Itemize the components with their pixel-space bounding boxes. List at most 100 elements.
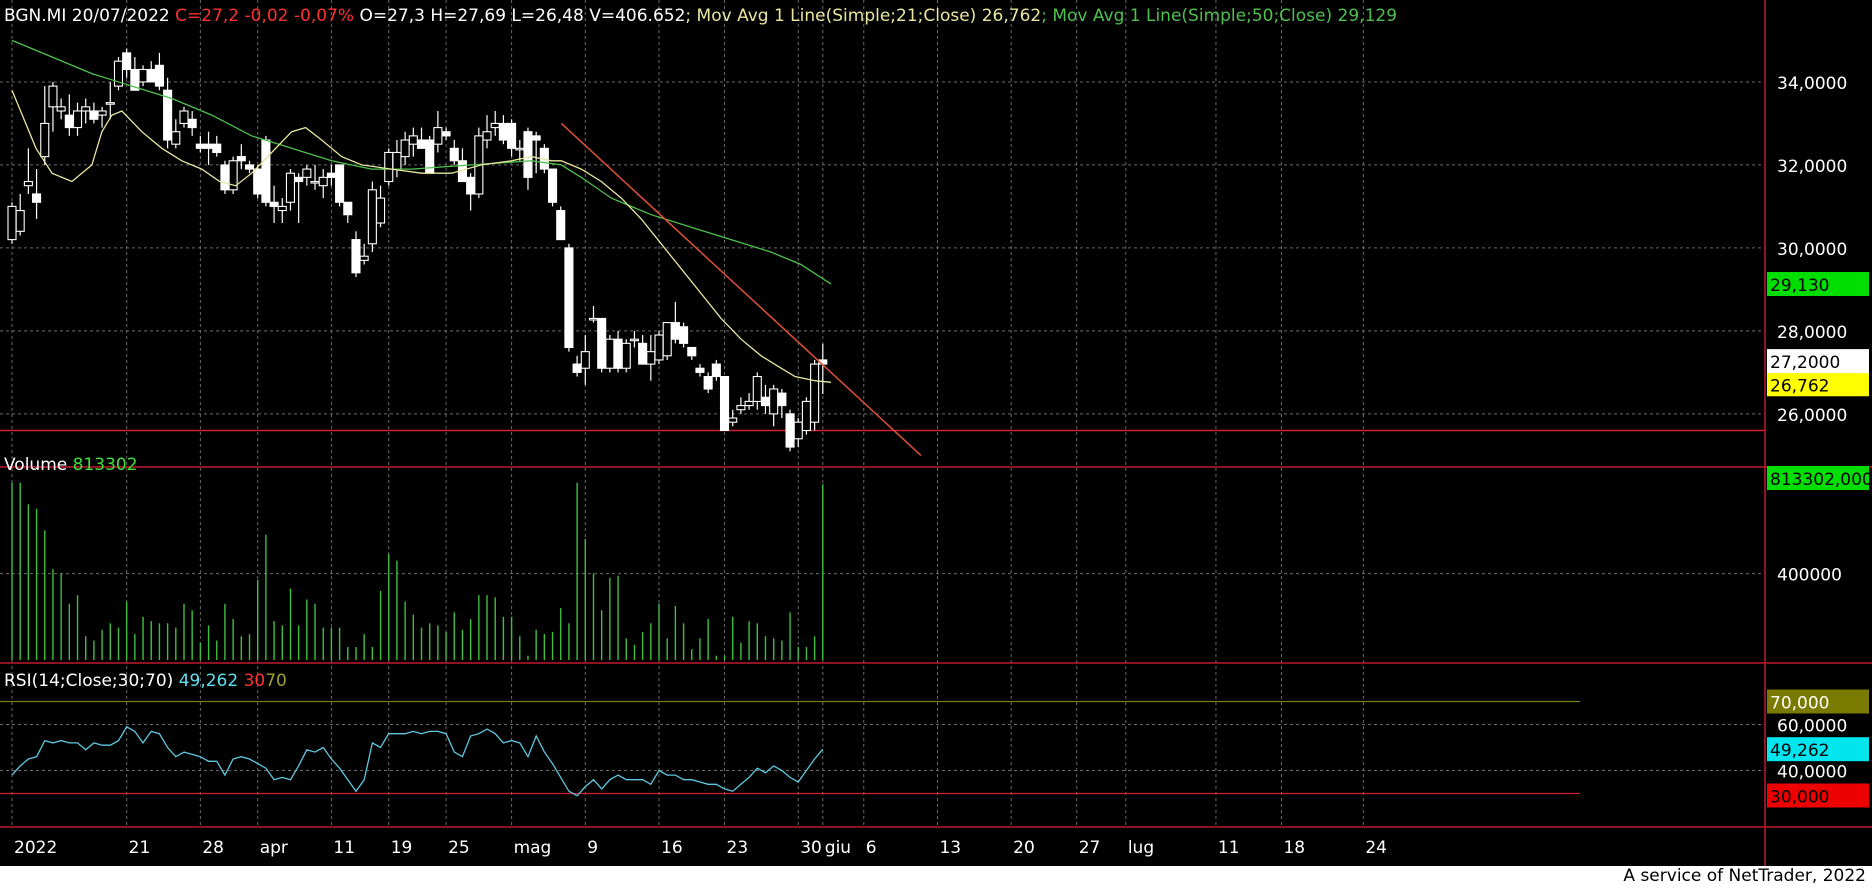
candle-body xyxy=(375,197,386,224)
tag-label: 49,262 xyxy=(1770,741,1829,761)
candle xyxy=(482,115,492,149)
candle xyxy=(7,202,17,244)
candle-body xyxy=(23,180,33,187)
candle-body xyxy=(760,396,771,407)
candle-body xyxy=(744,400,754,407)
candle xyxy=(597,317,607,373)
x-tick-label: 2022 xyxy=(14,838,57,858)
candle xyxy=(547,168,558,207)
candle xyxy=(72,102,83,136)
x-tick-label: 11 xyxy=(1218,838,1240,858)
date-label: 20/07/2022 xyxy=(71,6,170,26)
ohlcv-label: O=27,3 H=27,69 L=26,48 V=406.652 xyxy=(359,6,686,26)
candle-body xyxy=(310,180,320,184)
candle-body xyxy=(670,322,680,340)
candle-body xyxy=(777,392,787,407)
candle-body xyxy=(392,151,402,170)
candle-body xyxy=(769,388,779,415)
candle-body xyxy=(359,255,369,261)
price-tick-label: 32,0000 xyxy=(1777,157,1847,177)
x-tick-label: 11 xyxy=(333,838,355,858)
candle-body xyxy=(613,338,623,369)
candle-body xyxy=(400,139,410,158)
rsi-line xyxy=(11,725,824,797)
ma50-legend-value: 29,129 xyxy=(1337,6,1398,26)
candle xyxy=(277,198,287,224)
candle xyxy=(343,201,353,224)
candle xyxy=(654,330,664,365)
candle-body xyxy=(261,139,271,203)
candle-body xyxy=(572,363,582,373)
x-tick-label: 20 xyxy=(1013,838,1035,858)
candle xyxy=(441,127,451,141)
ma50-value-tag: 29,130 xyxy=(1767,272,1869,297)
candle xyxy=(40,86,50,165)
candle-body xyxy=(81,106,91,112)
candle-body xyxy=(302,168,312,178)
candle-body xyxy=(695,367,705,373)
x-tick-label: giu xyxy=(825,838,851,858)
candle-body xyxy=(64,114,74,129)
candle-body xyxy=(416,139,427,149)
change-label: C=27,2 -0,02 -0,07% xyxy=(175,6,355,26)
price-tick-label: 30,0000 xyxy=(1777,240,1847,260)
x-tick-label: 30 xyxy=(800,838,822,858)
candle xyxy=(367,181,377,253)
candle-body xyxy=(662,322,672,357)
candle xyxy=(736,397,746,414)
candle-body xyxy=(728,417,738,423)
candle-body xyxy=(40,122,50,158)
candle xyxy=(113,57,124,91)
axes: 34,0000 32,0000 30,0000 28,0000 26,0000 40000… xyxy=(0,0,1872,866)
price-panel[interactable] xyxy=(0,39,1765,456)
candle xyxy=(744,393,754,410)
tag-label: 70,000 xyxy=(1770,694,1829,714)
tag-box xyxy=(1767,466,1869,490)
candle xyxy=(261,135,271,207)
candle xyxy=(212,135,222,157)
candle-body xyxy=(48,85,58,108)
candle-body xyxy=(146,68,156,83)
x-tick-label: 19 xyxy=(391,838,413,858)
candle-body xyxy=(588,317,599,321)
tag-label: 29,130 xyxy=(1770,276,1829,296)
x-tick-label: 28 xyxy=(202,838,224,858)
candle xyxy=(15,193,25,236)
x-tick-label: 16 xyxy=(661,838,683,858)
candle xyxy=(777,388,787,419)
candle-body xyxy=(408,135,418,145)
volume-panel[interactable] xyxy=(11,482,824,660)
candle xyxy=(294,173,304,224)
candle-body xyxy=(326,172,336,178)
candle xyxy=(629,330,639,348)
tag-box xyxy=(1767,372,1869,397)
candle-body xyxy=(32,193,42,203)
rsi-tick-label: 40,0000 xyxy=(1777,763,1847,783)
value-tags: 29,130 26,762 27,2000 813302,000 70,000 49,26… xyxy=(1767,272,1872,808)
price-tick-label: 34,0000 xyxy=(1777,74,1847,94)
candle xyxy=(220,160,230,194)
grid-lines xyxy=(0,0,1765,826)
candle-body xyxy=(621,342,631,369)
candle-body xyxy=(498,122,508,141)
rsi-panel[interactable] xyxy=(0,700,1580,797)
candle-body xyxy=(113,60,124,87)
candle-body xyxy=(212,143,222,154)
candle-body xyxy=(810,363,820,423)
ma50-legend-label: ; Mov Avg 1 Line(Simple;50;Close) xyxy=(1041,6,1333,26)
candle xyxy=(507,119,517,157)
x-tick-label: 9 xyxy=(587,838,598,858)
footer-bar xyxy=(0,866,1872,888)
tag-box xyxy=(1767,349,1869,374)
candle xyxy=(318,169,328,199)
candle-body xyxy=(433,127,443,145)
candle-body xyxy=(154,64,164,87)
candle-body xyxy=(785,413,795,448)
candle xyxy=(662,322,672,360)
candle xyxy=(32,169,42,219)
trendline xyxy=(560,122,922,456)
candle xyxy=(163,77,173,149)
candle-body xyxy=(736,405,746,411)
candle-body xyxy=(801,400,811,432)
candle-body xyxy=(564,247,574,349)
